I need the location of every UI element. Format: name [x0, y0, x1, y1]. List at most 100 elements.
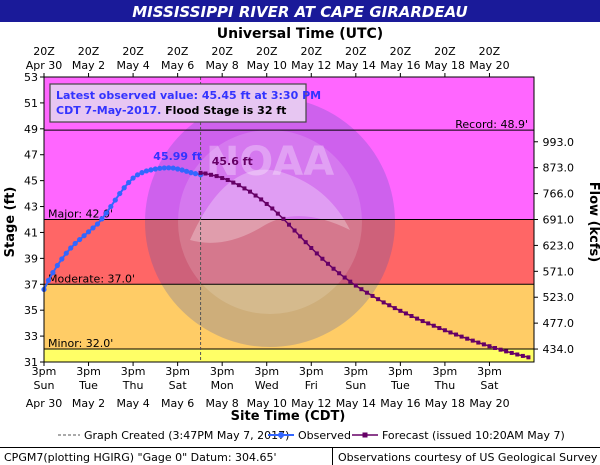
observed-point [85, 229, 92, 235]
forecast-point [214, 174, 219, 179]
noaa-wordmark: NOAA [206, 139, 334, 185]
forecast-point [498, 347, 503, 352]
local-tick-day: Sun [345, 379, 366, 392]
flow-tick-label: 434.0 [543, 343, 575, 356]
observed-point [126, 179, 132, 186]
forecast-point [248, 189, 253, 194]
utc-tick-date: May 6 [161, 59, 194, 72]
utc-tick-time: 20Z [211, 45, 233, 58]
data-series [41, 165, 531, 360]
local-tick-time: 3pm [388, 365, 413, 378]
observed-point [81, 233, 87, 239]
local-tick-date: Apr 30 [26, 397, 63, 410]
observed-point [130, 175, 136, 181]
utc-tick-time: 20Z [390, 45, 412, 58]
observed-point [179, 167, 185, 173]
forecast-point [392, 306, 397, 311]
observed-point [121, 185, 127, 191]
forecast-point [353, 283, 358, 288]
utc-tick-time: 20Z [78, 45, 100, 58]
legend-forecast-label: Forecast (issued 10:20AM May 7) [382, 429, 565, 442]
observed-point [148, 167, 154, 173]
observed-point [54, 262, 60, 269]
forecast-point [520, 353, 525, 358]
forecast-point [426, 321, 431, 326]
flood-band [44, 284, 534, 350]
y-axis-label-stage: Stage (ft) [3, 187, 18, 258]
local-tick-day: Fri [305, 379, 318, 392]
forecast-point [236, 183, 241, 188]
local-tick-day: Tue [390, 379, 410, 392]
observed-point [45, 277, 52, 283]
local-tick-day: Thu [434, 379, 456, 392]
local-tick-day: Sat [169, 379, 188, 392]
observed-peak-label: 45.99 ft [153, 150, 202, 163]
local-tick-day: Thu [122, 379, 144, 392]
flow-tick-label: 623.0 [543, 239, 575, 252]
forecast-point [342, 275, 347, 280]
forecast-point [415, 316, 420, 321]
forecast-point [515, 352, 520, 357]
stage-tick-labels: 31 33 35 37 39 41 43 45 47 49 51 53 [24, 71, 44, 369]
threshold-label-major: Major: 42.0' [48, 208, 113, 221]
noaa-emblem-inner-circle [178, 130, 362, 314]
stage-tick-label: 43 [24, 201, 38, 214]
stage-tick-label: 41 [24, 226, 38, 239]
observed-point [161, 165, 167, 171]
forecast-point [292, 228, 297, 233]
info-box-flood-stage: Flood Stage is 32 ft [161, 104, 286, 117]
utc-tick-time: 20Z [33, 45, 55, 58]
utc-tick-time: 20Z [479, 45, 501, 58]
forecast-point [493, 346, 498, 351]
observed-point [170, 165, 176, 171]
observed-point [188, 170, 194, 176]
title-bar [0, 0, 600, 22]
flow-tick-label: 571.0 [543, 265, 575, 278]
info-box-line1: Latest observed value: 45.45 ft at 3:30 … [56, 89, 321, 102]
forecast-point [325, 261, 330, 266]
forecast-point [337, 271, 342, 276]
info-box-date: CDT 7-May-2017. [56, 104, 161, 117]
utc-tick-time: 20Z [434, 45, 456, 58]
legend-observed-label: Observed [298, 429, 351, 442]
utc-tick-date: May 4 [116, 59, 149, 72]
forecast-point [198, 170, 203, 175]
noaa-watermark: NOAA [145, 97, 395, 347]
observed-point [72, 240, 78, 247]
local-tick-day: Tue [78, 379, 98, 392]
stage-tick-label: 49 [24, 123, 38, 136]
forecast-point [270, 206, 275, 211]
forecast-start-label: 45.6 ft [212, 155, 253, 168]
utc-tick-date: Apr 30 [26, 59, 63, 72]
stage-tick-label: 37 [24, 278, 38, 291]
observed-point [166, 165, 172, 171]
forecast-point [431, 323, 436, 328]
utc-tick-date: May 20 [469, 59, 509, 72]
local-tick-time: 3pm [210, 365, 235, 378]
forecast-point [331, 266, 336, 271]
forecast-point [370, 293, 375, 298]
forecast-point [509, 350, 514, 355]
forecast-point [420, 319, 425, 324]
observed-point [50, 270, 56, 276]
flow-tick-label: 993.0 [543, 136, 575, 149]
stage-tick-label: 45 [24, 175, 38, 188]
forecast-point [437, 326, 442, 331]
observed-point [183, 168, 190, 174]
forecast-point [281, 216, 286, 221]
observed-point [192, 171, 199, 177]
observed-point [112, 197, 118, 203]
local-tick-time: 3pm [121, 365, 146, 378]
local-tick-day: Sat [480, 379, 499, 392]
info-box-frame [49, 83, 307, 123]
local-tick-time: 3pm [165, 365, 190, 378]
forecast-point [454, 332, 459, 337]
forecast-point [398, 308, 403, 313]
local-tick-day: Sun [34, 379, 55, 392]
threshold-label-minor: Minor: 32.0' [48, 337, 113, 350]
local-tick-time: 3pm [32, 365, 57, 378]
forecast-point [381, 300, 386, 305]
forecast-point [231, 180, 236, 185]
observed-point [143, 168, 150, 174]
local-tick-time: 3pm [477, 365, 502, 378]
